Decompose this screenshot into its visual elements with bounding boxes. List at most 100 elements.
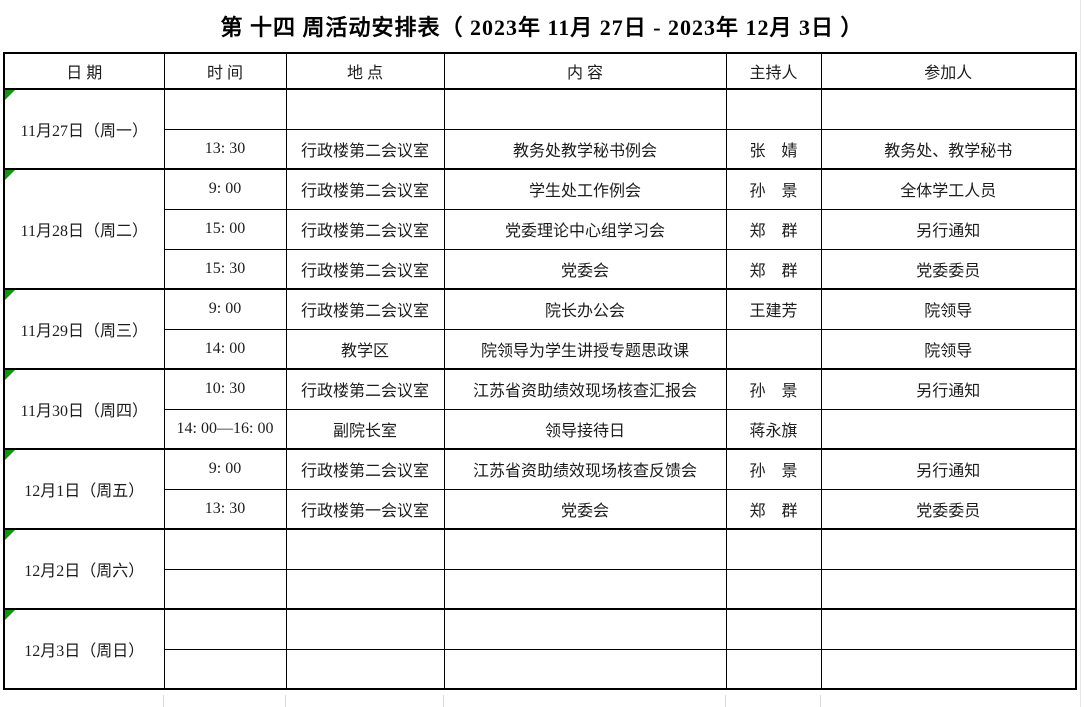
time-cell[interactable] — [163, 608, 287, 650]
table-row — [4, 568, 1077, 610]
content-cell[interactable] — [443, 568, 727, 610]
location-cell[interactable] — [285, 88, 445, 130]
participants-cell[interactable] — [820, 408, 1077, 450]
host-cell[interactable] — [725, 648, 822, 690]
time-cell[interactable]: 15: 00 — [163, 208, 287, 250]
content-cell[interactable]: 江苏省资助绩效现场核查反馈会 — [443, 448, 727, 490]
content-cell[interactable]: 领导接待日 — [443, 408, 727, 450]
gridline — [443, 695, 444, 707]
location-cell[interactable]: 行政楼第二会议室 — [285, 248, 445, 290]
participants-cell[interactable] — [820, 88, 1077, 130]
time-cell[interactable]: 9: 00 — [163, 288, 287, 330]
cell-flag-triangle-icon — [5, 91, 15, 100]
column-header-5[interactable]: 参加人 — [820, 52, 1077, 90]
host-cell[interactable]: 孙 景 — [725, 168, 822, 210]
content-cell[interactable]: 学生处工作例会 — [443, 168, 727, 210]
time-cell[interactable]: 13: 30 — [163, 488, 287, 530]
participants-cell[interactable]: 全体学工人员 — [820, 168, 1077, 210]
content-cell[interactable] — [443, 608, 727, 650]
date-cell[interactable]: 11月28日（周二） — [3, 168, 165, 290]
column-header-1[interactable]: 时 间 — [163, 52, 287, 90]
location-cell[interactable]: 行政楼第二会议室 — [285, 448, 445, 490]
date-cell[interactable]: 11月27日（周一） — [3, 88, 165, 170]
table-row: 11月29日（周三） 9: 00 行政楼第二会议室 院长办公会 王建芳 院领导 — [3, 288, 1077, 370]
content-cell[interactable] — [443, 528, 727, 570]
participants-cell[interactable]: 教务处、教学秘书 — [820, 128, 1077, 170]
date-cell[interactable]: 12月1日（周五） — [3, 448, 165, 530]
host-cell[interactable]: 张 婧 — [725, 128, 822, 170]
date-cell[interactable]: 11月29日（周三） — [3, 288, 165, 370]
date-label: 11月27日（周一） — [20, 123, 148, 140]
location-cell[interactable]: 副院长室 — [285, 408, 445, 450]
page-title: 第 十四 周活动安排表（ 2023年 11月 27日 - 2023年 12月 3… — [220, 15, 864, 40]
location-cell[interactable] — [285, 528, 445, 570]
location-cell[interactable]: 行政楼第二会议室 — [285, 168, 445, 210]
content-cell[interactable]: 教务处教学秘书例会 — [443, 128, 727, 170]
time-cell[interactable] — [163, 88, 287, 130]
location-cell[interactable]: 行政楼第二会议室 — [285, 128, 445, 170]
host-cell[interactable] — [725, 608, 822, 650]
column-header-2[interactable]: 地 点 — [285, 52, 445, 90]
host-cell[interactable] — [725, 88, 822, 130]
column-header-0[interactable]: 日 期 — [3, 52, 165, 90]
content-cell[interactable]: 党委会 — [443, 248, 727, 290]
host-cell[interactable]: 蒋永旗 — [725, 408, 822, 450]
column-header-3[interactable]: 内 容 — [443, 52, 727, 90]
participants-cell[interactable]: 院领导 — [820, 328, 1077, 370]
host-cell[interactable]: 孙 景 — [725, 368, 822, 410]
participants-cell[interactable]: 另行通知 — [820, 368, 1077, 410]
participants-cell[interactable] — [820, 528, 1077, 570]
date-cell[interactable]: 12月3日（周日） — [3, 608, 165, 690]
content-cell[interactable] — [443, 648, 727, 690]
host-cell[interactable] — [725, 568, 822, 610]
cell-flag-triangle-icon — [5, 451, 15, 460]
participants-cell[interactable]: 党委委员 — [820, 248, 1077, 290]
host-cell[interactable]: 郑 群 — [725, 208, 822, 250]
content-cell[interactable]: 党委理论中心组学习会 — [443, 208, 727, 250]
time-cell[interactable] — [163, 568, 287, 610]
table-row: 14: 00 教学区 院领导为学生讲授专题思政课 院领导 — [4, 328, 1077, 370]
location-cell[interactable]: 教学区 — [285, 328, 445, 370]
content-cell[interactable]: 院领导为学生讲授专题思政课 — [443, 328, 727, 370]
host-cell[interactable]: 郑 群 — [725, 248, 822, 290]
location-cell[interactable] — [285, 608, 445, 650]
location-cell[interactable]: 行政楼第一会议室 — [285, 488, 445, 530]
location-cell[interactable]: 行政楼第二会议室 — [285, 288, 445, 330]
participants-cell[interactable]: 院领导 — [820, 288, 1077, 330]
participants-cell[interactable]: 另行通知 — [820, 208, 1077, 250]
host-cell[interactable]: 孙 景 — [725, 448, 822, 490]
host-cell[interactable] — [725, 528, 822, 570]
time-cell[interactable]: 9: 00 — [163, 448, 287, 490]
host-cell[interactable]: 王建芳 — [725, 288, 822, 330]
host-cell[interactable] — [725, 328, 822, 370]
time-cell[interactable] — [163, 528, 287, 570]
date-label: 12月3日（周日） — [24, 643, 145, 660]
column-header-4[interactable]: 主持人 — [725, 52, 822, 90]
content-cell[interactable]: 院长办公会 — [443, 288, 727, 330]
cell-flag-triangle-icon — [5, 291, 15, 300]
content-cell[interactable]: 党委会 — [443, 488, 727, 530]
date-label: 12月2日（周六） — [24, 563, 145, 580]
participants-cell[interactable]: 另行通知 — [820, 448, 1077, 490]
date-label: 11月30日（周四） — [20, 403, 148, 420]
date-cell[interactable]: 11月30日（周四） — [3, 368, 165, 450]
participants-cell[interactable] — [820, 568, 1077, 610]
time-cell[interactable] — [163, 648, 287, 690]
location-cell[interactable]: 行政楼第二会议室 — [285, 208, 445, 250]
content-cell[interactable]: 江苏省资助绩效现场核查汇报会 — [443, 368, 727, 410]
content-cell[interactable] — [443, 88, 727, 130]
time-cell[interactable]: 15: 30 — [163, 248, 287, 290]
participants-cell[interactable]: 党委委员 — [820, 488, 1077, 530]
time-cell[interactable]: 10: 30 — [163, 368, 287, 410]
participants-cell[interactable] — [820, 608, 1077, 650]
date-cell[interactable]: 12月2日（周六） — [3, 528, 165, 610]
time-cell[interactable]: 14: 00—16: 00 — [163, 408, 287, 450]
location-cell[interactable]: 行政楼第二会议室 — [285, 368, 445, 410]
participants-cell[interactable] — [820, 648, 1077, 690]
location-cell[interactable] — [285, 568, 445, 610]
time-cell[interactable]: 9: 00 — [163, 168, 287, 210]
time-cell[interactable]: 14: 00 — [163, 328, 287, 370]
time-cell[interactable]: 13: 30 — [163, 128, 287, 170]
location-cell[interactable] — [285, 648, 445, 690]
host-cell[interactable]: 郑 群 — [725, 488, 822, 530]
